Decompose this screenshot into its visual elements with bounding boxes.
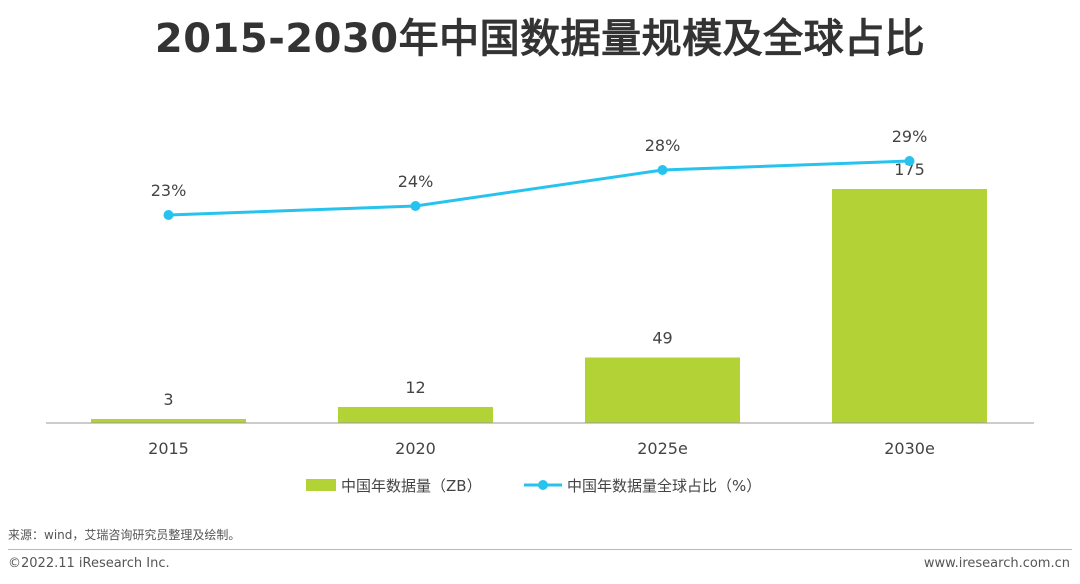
share-point-2015 bbox=[163, 210, 174, 220]
share-label-2020: 24% bbox=[398, 172, 434, 191]
legend-swatch-point bbox=[538, 480, 548, 490]
legend-swatch-bar bbox=[306, 479, 336, 491]
share-label-2025e: 28% bbox=[645, 136, 681, 155]
share-label-2015: 23% bbox=[151, 181, 187, 200]
legend-label-bar: 中国年数据量（ZB） bbox=[341, 477, 482, 495]
chart-title: 2015-2030年中国数据量规模及全球占比 bbox=[154, 16, 926, 62]
x-tick-label-2025e: 2025e bbox=[637, 439, 688, 458]
bar-2020 bbox=[338, 406, 493, 423]
share-point-2030e bbox=[904, 156, 915, 166]
share-line bbox=[168, 159, 910, 217]
bar-label-2015: 3 bbox=[163, 390, 173, 409]
bar-2030e bbox=[832, 189, 987, 423]
legend-label-line: 中国年数据量全球占比（%） bbox=[567, 477, 761, 495]
x-tick-label-2020: 2020 bbox=[395, 439, 436, 458]
share-point-2020 bbox=[410, 201, 421, 211]
copyright-text: ©2022.11 iResearch Inc. bbox=[8, 556, 170, 571]
x-tick-label-2015: 2015 bbox=[148, 439, 189, 458]
chart-canvas: 3 12 49 175 2015 2020 2025e 2030e 23% 24% 28% 29% 中国… bbox=[46, 127, 1034, 495]
website-url: www.iresearch.com.cn bbox=[923, 556, 1070, 571]
share-label-2030e: 29% bbox=[892, 127, 928, 146]
footer-divider bbox=[8, 549, 1072, 550]
bar-2025e bbox=[585, 357, 740, 423]
share-point-2025e bbox=[657, 165, 668, 175]
source-note: 来源：wind，艾瑞咨询研究员整理及绘制。 bbox=[8, 528, 241, 542]
bar-label-2030e: 175 bbox=[894, 160, 925, 179]
bar-2015 bbox=[91, 418, 246, 423]
bar-label-2025e: 49 bbox=[652, 328, 672, 347]
bar-label-2020: 12 bbox=[405, 378, 425, 397]
x-tick-label-2030e: 2030e bbox=[884, 439, 935, 458]
